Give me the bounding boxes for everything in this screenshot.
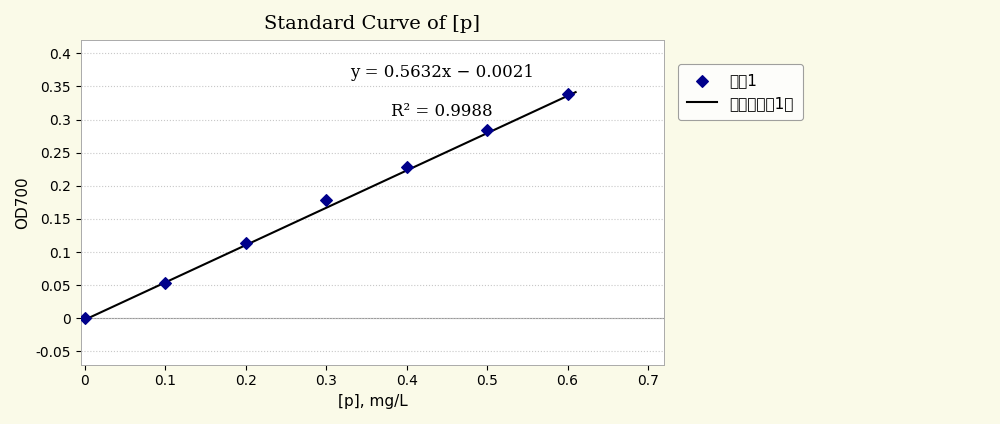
系列1 xyxy=(399,164,415,171)
X-axis label: [p], mg/L: [p], mg/L xyxy=(338,394,407,409)
系列1 xyxy=(157,279,173,286)
线性（系列1） xyxy=(492,126,504,131)
系列1 xyxy=(318,196,334,203)
Legend: 系列1, 线性（系列1）: 系列1, 线性（系列1） xyxy=(678,64,803,120)
系列1 xyxy=(560,91,576,98)
系列1 xyxy=(77,315,93,322)
Text: y = 0.5632x − 0.0021: y = 0.5632x − 0.0021 xyxy=(350,64,534,81)
线性（系列1） xyxy=(79,317,91,322)
Y-axis label: OD700: OD700 xyxy=(15,176,30,229)
Line: 线性（系列1）: 线性（系列1） xyxy=(85,92,576,320)
线性（系列1） xyxy=(371,182,383,187)
Title: Standard Curve of [p]: Standard Curve of [p] xyxy=(264,15,480,33)
线性（系列1） xyxy=(379,178,391,183)
线性（系列1） xyxy=(80,316,92,321)
系列1 xyxy=(238,240,254,247)
线性（系列1） xyxy=(524,111,536,116)
Text: R² = 0.9988: R² = 0.9988 xyxy=(391,103,492,120)
线性（系列1） xyxy=(570,89,582,95)
系列1 xyxy=(479,126,495,133)
线性（系列1） xyxy=(369,182,381,187)
